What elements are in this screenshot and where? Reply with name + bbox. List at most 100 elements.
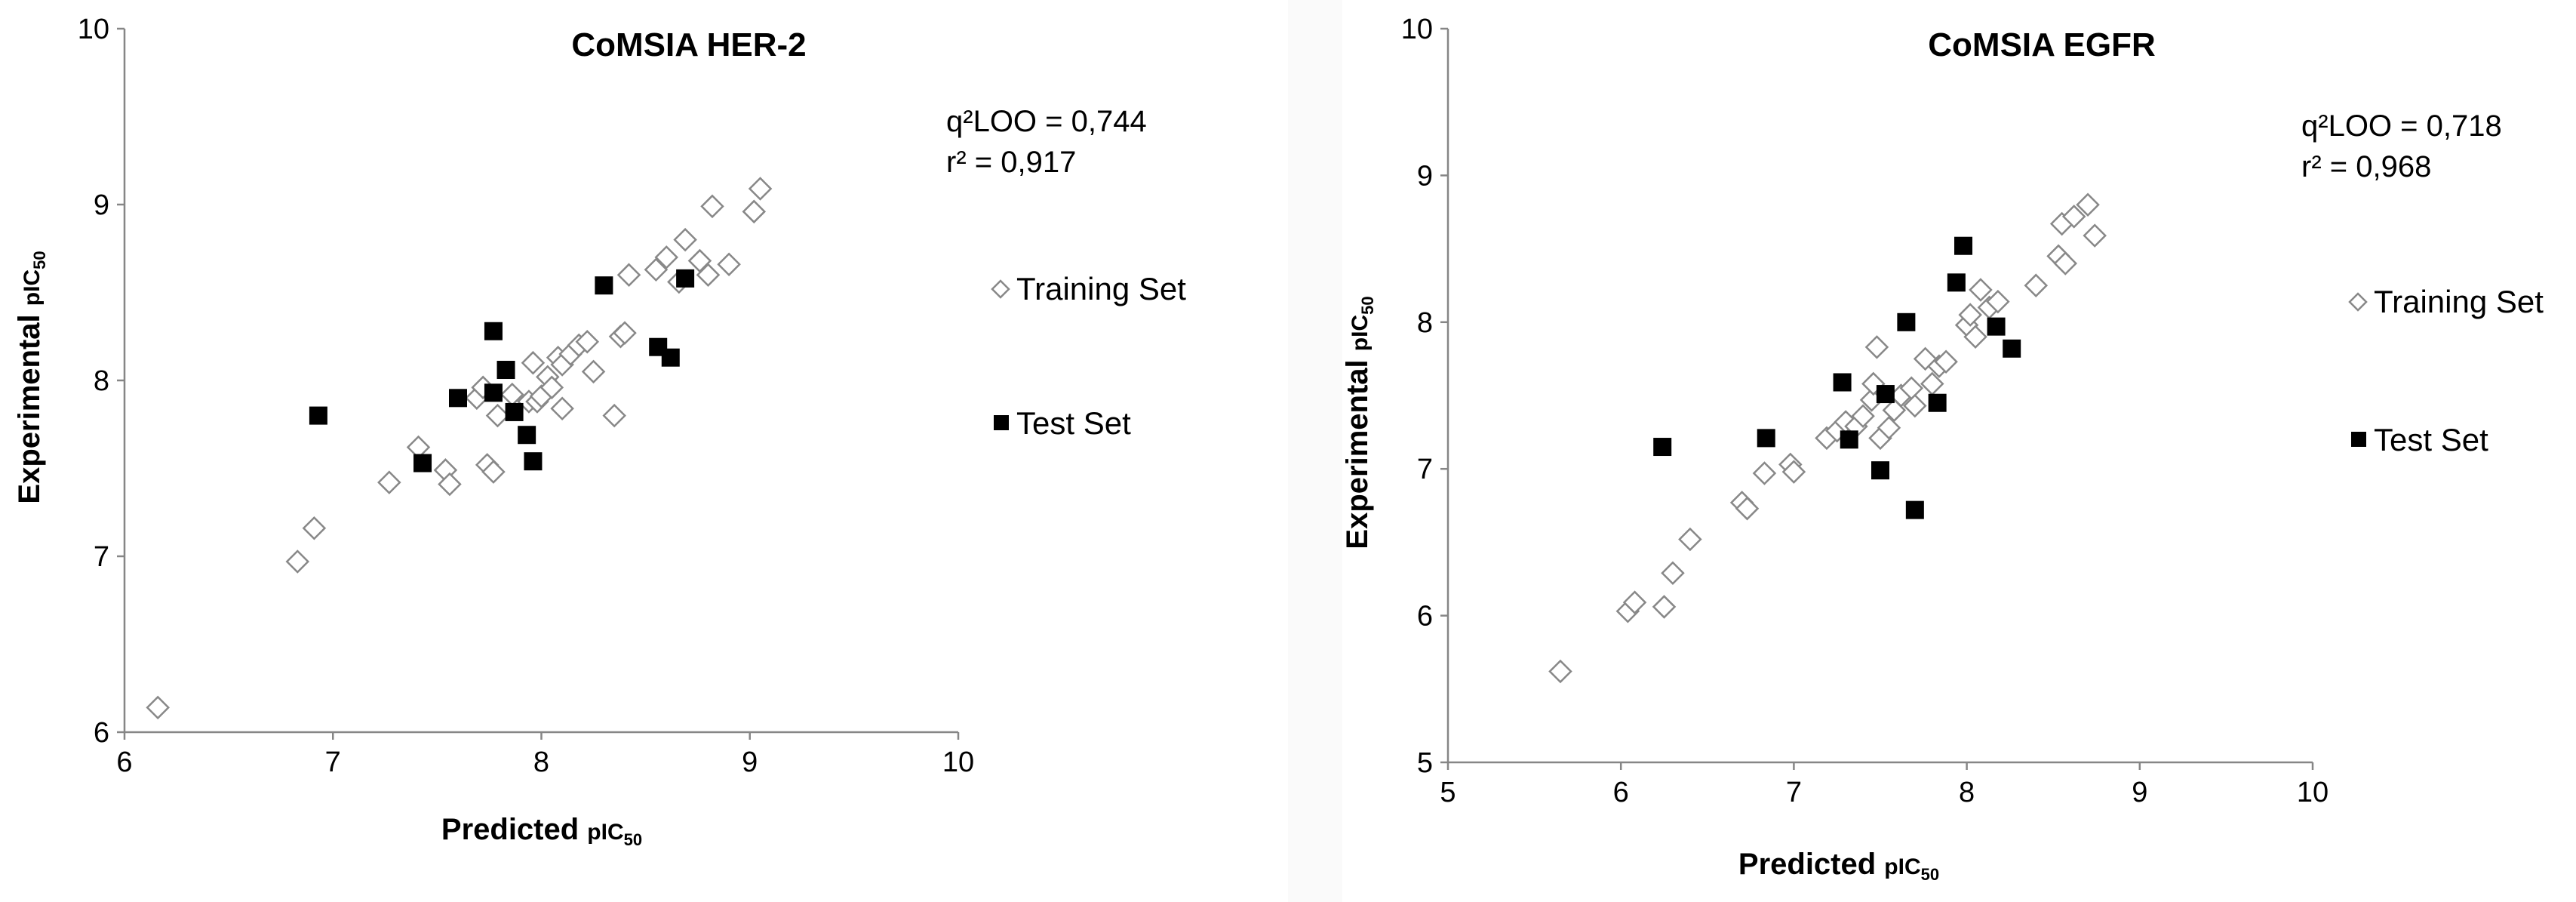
y-axis [1440,27,1449,764]
y-tick-label: 7 [1417,454,1433,485]
training-set-point [377,470,401,494]
test-set-point [2003,339,2021,358]
legend-label-test-set: Test Set [2374,422,2488,457]
training-set-point [602,403,626,428]
training-set-point [1652,595,1677,619]
training-set-point [302,516,327,540]
y-tick-label: 10 [1401,14,1433,45]
legend-marker-training-set [2348,292,2368,312]
test-set-point [676,269,695,288]
x-tick-label: 7 [1786,777,1802,808]
y-tick-labels: 5 6 7 8 9 10 [1401,14,1433,779]
stat-r2: r² = 0,968 [2301,150,2431,183]
y-tick-label: 8 [94,365,109,397]
test-set-point [1987,317,2006,336]
training-set-point [673,227,697,252]
test-set-point [1840,430,1858,449]
training-set-point [550,396,574,421]
training-set-point [1934,349,1958,374]
training-set-point [285,550,310,574]
chart-title: CoMSIA HER-2 [571,26,806,63]
training-set-point [616,263,641,287]
test-set-point [505,402,524,421]
training-set-point [1735,496,1760,521]
training-set-point [485,403,510,428]
legend-marker-training-set [991,279,1010,299]
training-set-point [1548,659,1572,684]
stat-q2loo: q²LOO = 0,744 [946,105,1147,138]
training-set-point [521,350,546,375]
test-set-point [595,276,613,295]
training-set-point [1986,289,2010,314]
training-set-point [1622,590,1647,614]
training-set-point [613,321,637,345]
training-set-point [581,359,606,384]
training-set-point [1963,325,1987,349]
training-set-point [1864,335,1889,359]
x-tick-label: 9 [742,747,758,778]
test-set-point [524,452,543,471]
data-points [1548,192,2107,684]
legend: Training Set Test Set [991,271,1186,441]
test-set-point [1653,438,1672,457]
test-set-point [484,383,503,402]
legend-marker-test-set [994,415,1009,430]
chart-panel-her2: CoMSIA HER-2 6 7 8 9 10 6 7 8 9 10 Predicted pIC… [13,14,1187,849]
x-tick-label: 6 [116,747,132,778]
test-set-point [518,426,536,445]
training-set-point [717,252,741,276]
training-set-point [700,194,724,219]
training-set-point [1678,527,1702,552]
test-set-point [1947,273,1966,292]
x-tick-label: 8 [533,747,549,778]
y-tick-label: 7 [94,541,109,573]
x-tick-label: 8 [1959,777,1975,808]
y-tick-label: 6 [1417,601,1433,633]
training-set-point [654,245,679,269]
y-tick-label: 8 [1417,307,1433,339]
test-set-point [413,454,432,473]
legend-label-training-set: Training Set [2374,284,2544,319]
x-axis-label: Predicted pIC50 [1738,848,1939,884]
training-set-point [644,257,669,282]
y-tick-label: 9 [94,189,109,221]
test-set-point [1928,393,1947,412]
y-tick-label: 9 [1417,160,1433,192]
y-tick-label: 5 [1417,747,1433,779]
training-set-point [481,460,506,484]
x-tick-label: 5 [1440,777,1456,808]
training-set-point [1851,404,1875,428]
training-set-point [1958,303,1982,327]
training-set-point [1877,416,1901,440]
training-set-point [1752,461,1777,485]
x-tick-labels: 6 7 8 9 10 [116,747,974,778]
y-axis-label: Experimental pIC50 [1341,296,1377,549]
test-set-point [661,348,680,367]
test-set-point [1897,312,1916,331]
test-set-point [1871,461,1889,480]
training-set-point [742,199,767,224]
test-set-point [309,406,327,425]
training-set-point [575,329,600,354]
training-set-point [1903,393,1927,418]
legend-marker-test-set [2351,432,2366,447]
training-set-point [1969,278,1993,302]
test-set-point [1954,236,1973,255]
x-tick-label: 7 [325,747,341,778]
x-tick-labels: 5 6 7 8 9 10 [1440,777,2329,808]
x-tick-label: 6 [1613,777,1629,808]
data-points [146,177,773,720]
training-set-point [2061,205,2086,229]
legend-label-training-set: Training Set [1016,271,1186,306]
test-set-point [484,322,503,340]
y-tick-label: 10 [78,14,109,45]
y-axis-label: Experimental pIC50 [13,251,49,503]
stat-q2loo: q²LOO = 0,718 [2301,109,2502,143]
training-set-point [748,177,773,201]
stat-r2: r² = 0,917 [946,146,1076,179]
training-set-point [2083,223,2107,248]
test-set-point [1876,385,1895,404]
test-set-point [1757,429,1775,448]
training-set-point [2076,192,2100,217]
